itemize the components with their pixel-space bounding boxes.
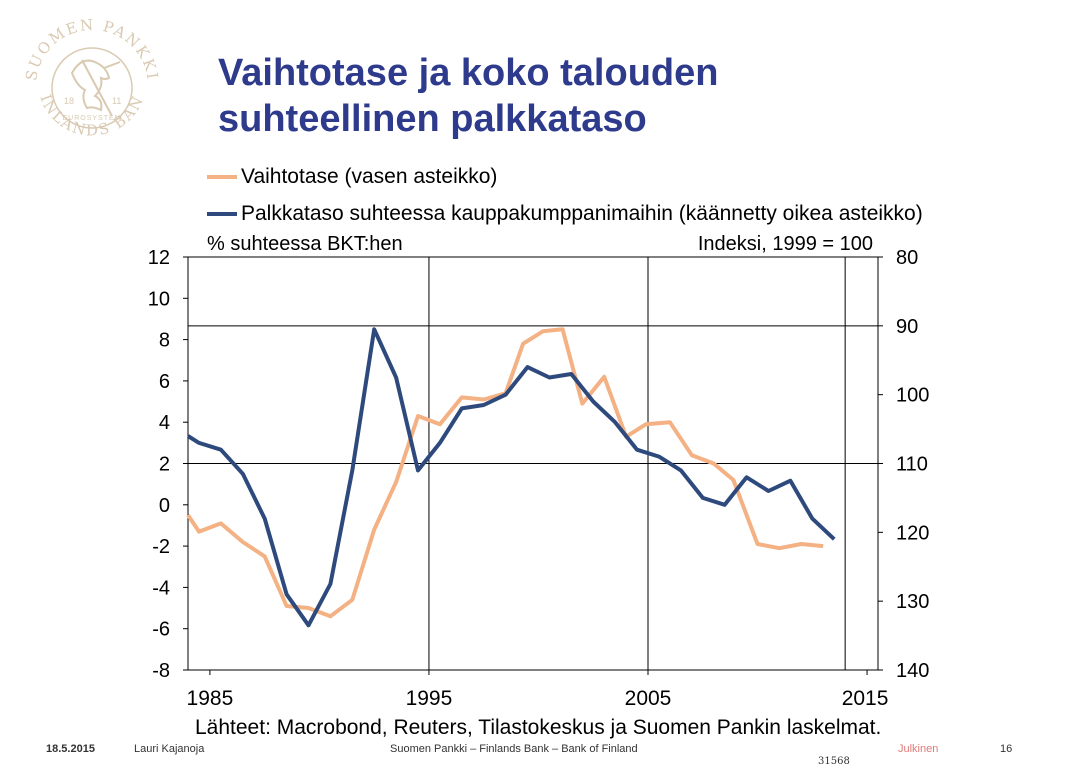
left-axis-tick-label: 6 <box>159 371 170 393</box>
legend: Vaihtotase (vasen asteikko) Palkkataso s… <box>207 158 923 232</box>
left-axis-tick-label: 8 <box>159 330 170 352</box>
footer-code: 31568 <box>818 756 850 767</box>
footer-classification: Julkinen <box>898 743 939 755</box>
legend-swatch-wage-level <box>207 211 237 216</box>
right-axis-tick-label: 90 <box>896 316 918 338</box>
left-axis-tick-label: -2 <box>152 536 170 558</box>
footer-org: Suomen Pankki – Finlands Bank – Bank of … <box>390 743 638 755</box>
footer-page-number: 16 <box>1000 743 1013 755</box>
sword-icon <box>81 59 121 117</box>
logo-year-left: 18 <box>64 96 74 106</box>
footer-author: Lauri Kajanoja <box>134 743 205 755</box>
x-axis-tick-label: 2015 <box>842 687 889 710</box>
left-axis-tick-label: -4 <box>152 577 170 599</box>
right-axis-tick-label: 100 <box>896 385 929 407</box>
legend-swatch-current-account <box>207 174 237 179</box>
right-axis-title: Indeksi, 1999 = 100 <box>698 233 873 255</box>
left-axis-tick-label: 12 <box>148 247 170 269</box>
left-axis-tick-label: 4 <box>159 412 170 434</box>
x-axis-tick-label: 1995 <box>406 687 453 710</box>
series-line-current-account <box>186 327 824 619</box>
series-line-wage-level <box>186 327 836 628</box>
logo-eurosystem: EUROSYSTEM <box>62 115 121 122</box>
left-axis-tick-label: 10 <box>148 288 170 310</box>
left-axis-tick-label: -6 <box>152 619 170 641</box>
logo-ring <box>51 47 133 129</box>
footer-date: 18.5.2015 <box>46 743 95 755</box>
x-axis-tick-label: 1985 <box>187 687 234 710</box>
slide-title: Vaihtotase ja koko talouden suhteellinen… <box>218 50 718 142</box>
right-axis-tick-label: 110 <box>896 454 928 476</box>
legend-label-current-account: Vaihtotase (vasen asteikko) <box>241 164 498 188</box>
slide-title-line-2: suhteellinen palkkataso <box>218 98 647 140</box>
x-axis-tick-label: 2005 <box>625 687 672 710</box>
right-axis-tick-label: 80 <box>896 247 918 269</box>
left-axis-title: % suhteessa BKT:hen <box>207 233 403 255</box>
bank-logo: SUOMEN PANKKI FINLANDS BANK 18 11 EUROSY… <box>22 8 160 140</box>
slide-title-line-1: Vaihtotase ja koko talouden <box>218 52 719 94</box>
legend-label-wage-level: Palkkataso suhteessa kauppakumppanimaihi… <box>241 201 923 225</box>
right-axis-tick-label: 140 <box>896 660 929 682</box>
legend-item-current-account: Vaihtotase (vasen asteikko) <box>207 158 923 195</box>
right-axis-tick-label: 120 <box>896 522 929 544</box>
lion-icon <box>70 59 111 112</box>
logo-year-right: 11 <box>112 96 121 106</box>
right-axis-tick-label: 130 <box>896 591 929 613</box>
left-axis-tick-label: 0 <box>159 495 170 517</box>
sources-note: Lähteet: Macrobond, Reuters, Tilastokesk… <box>195 716 882 739</box>
left-axis-tick-label: -8 <box>152 660 170 682</box>
left-axis-tick-label: 2 <box>159 454 170 476</box>
legend-item-wage-level: Palkkataso suhteessa kauppakumppanimaihi… <box>207 195 923 232</box>
